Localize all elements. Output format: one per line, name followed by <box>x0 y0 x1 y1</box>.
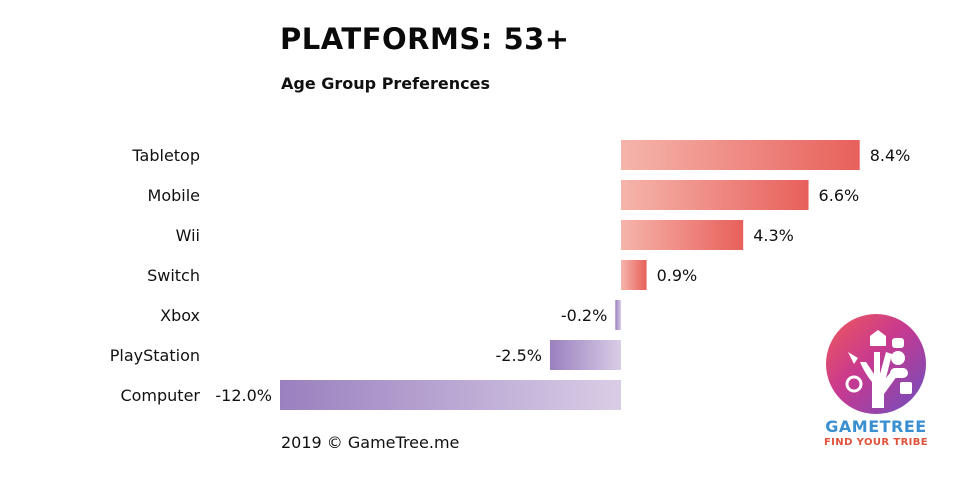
value-label: 0.9% <box>657 266 698 285</box>
bar-mobile <box>621 180 809 210</box>
category-label: Wii <box>176 226 200 245</box>
category-label: Tabletop <box>131 146 200 165</box>
category-label: Xbox <box>160 306 200 325</box>
value-label: -2.5% <box>496 346 542 365</box>
bar-playstation <box>549 340 621 370</box>
value-label: 8.4% <box>870 146 911 165</box>
category-label: Mobile <box>148 186 200 205</box>
bar-wii <box>621 220 744 250</box>
chart-title: PLATFORMS: 53+ <box>280 22 570 56</box>
footer-credit: 2019 © GameTree.me <box>281 433 460 452</box>
gametree-logo[interactable]: GAMETREE FIND YOUR TRIBE <box>820 312 932 452</box>
category-label: Switch <box>147 266 200 285</box>
value-label: 4.3% <box>753 226 794 245</box>
bar-computer <box>280 380 621 410</box>
bar-xbox <box>615 300 621 330</box>
logo-wordmark: GAMETREE <box>825 417 927 436</box>
gametree-logo-icon <box>826 314 926 414</box>
value-label: -12.0% <box>215 386 272 405</box>
value-label: 6.6% <box>819 186 860 205</box>
bar-switch <box>621 260 647 290</box>
value-label: -0.2% <box>561 306 607 325</box>
category-label: Computer <box>120 386 200 405</box>
chart-subtitle: Age Group Preferences <box>281 74 490 93</box>
logo-tagline: FIND YOUR TRIBE <box>823 437 929 448</box>
category-label: PlayStation <box>110 346 200 365</box>
bar-tabletop <box>621 140 860 170</box>
